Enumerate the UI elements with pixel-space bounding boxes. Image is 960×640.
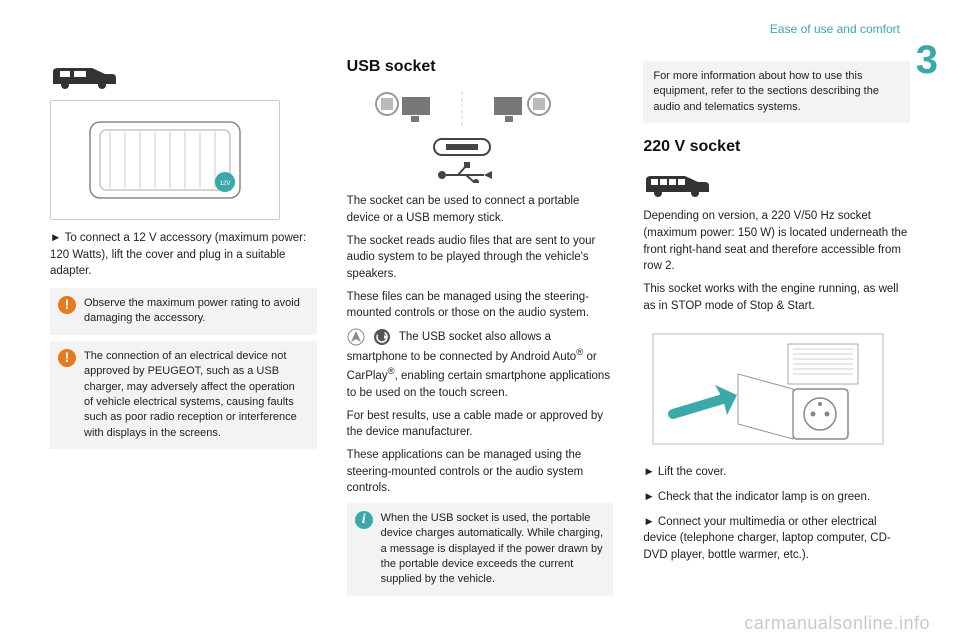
content-columns: 12V ► To connect a 12 V accessory (maxim… [50,55,910,610]
chapter-number: 3 [916,38,938,83]
warning-unapproved-device: The connection of an electrical device n… [50,341,317,449]
usb-p4: The USB socket also allows a smartphone … [347,328,614,402]
van-passenger-icon [643,168,713,200]
column-3: For more information about how to use th… [643,55,910,610]
usb-p1: The socket can be used to connect a port… [347,193,614,226]
svg-text:12V: 12V [220,181,231,187]
220v-p1: Depending on version, a 220 V/50 Hz sock… [643,208,910,275]
220v-b2: ► Check that the indicator lamp is on gr… [643,489,910,506]
van-silhouette-icon [50,60,120,92]
column-2: USB socket The socket c [347,55,614,610]
carplay-icon [373,328,391,346]
220v-b1: ► Lift the cover. [643,464,910,481]
connect-12v-body: To connect a 12 V accessory (maximum pow… [50,232,306,277]
watermark: carmanualsonline.info [744,613,930,634]
220v-p2: This socket works with the engine runnin… [643,281,910,314]
usb-socket-title: USB socket [347,55,614,78]
220v-socket-figure [643,324,893,454]
usb-p2: The socket reads audio files that are se… [347,233,614,283]
info-more-information: For more information about how to use th… [643,61,910,123]
header-section-name: Ease of use and comfort [770,22,900,36]
220v-b3: ► Connect your multimedia or other elect… [643,514,910,564]
220v-socket-title: 220 V socket [643,135,910,158]
column-1: 12V ► To connect a 12 V accessory (maxim… [50,55,317,610]
220v-b3-text: Connect your multimedia or other electri… [643,516,890,561]
connect-12v-text: ► To connect a 12 V accessory (maximum p… [50,230,317,280]
warning-icon [58,349,76,367]
info-more-text: For more information about how to use th… [653,70,879,113]
info-usb-charging-text: When the USB socket is used, the portabl… [381,512,603,586]
warning-max-power-text: Observe the maximum power rating to avoi… [84,297,300,324]
warning-unapproved-text: The connection of an electrical device n… [84,350,297,439]
warning-max-power: Observe the maximum power rating to avoi… [50,288,317,335]
usb-socket-figure [347,88,577,183]
usb-p5: For best results, use a cable made or ap… [347,408,614,441]
info-icon [355,511,373,529]
220v-b1-text: Lift the cover. [658,466,726,478]
info-usb-charging: When the USB socket is used, the portabl… [347,503,614,596]
220v-b2-text: Check that the indicator lamp is on gree… [658,491,870,503]
cargo-floor-12v-figure: 12V [50,100,280,220]
android-auto-icon [347,328,365,346]
warning-icon [58,296,76,314]
usb-p3: These files can be managed using the ste… [347,289,614,322]
usb-p6: These applications can be managed using … [347,447,614,497]
